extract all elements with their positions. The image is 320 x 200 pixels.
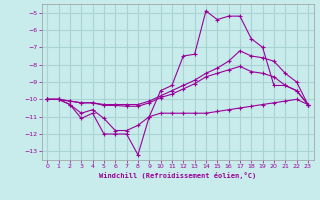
X-axis label: Windchill (Refroidissement éolien,°C): Windchill (Refroidissement éolien,°C) xyxy=(99,172,256,179)
